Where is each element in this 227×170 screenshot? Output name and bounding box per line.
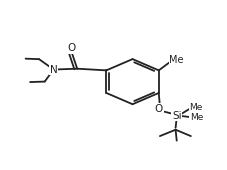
Text: Si: Si: [172, 110, 182, 121]
Text: Me: Me: [190, 103, 203, 112]
Text: O: O: [67, 43, 76, 53]
Text: O: O: [155, 104, 163, 114]
Text: N: N: [50, 65, 57, 74]
Text: Me: Me: [190, 113, 204, 122]
Text: Me: Me: [170, 55, 184, 65]
